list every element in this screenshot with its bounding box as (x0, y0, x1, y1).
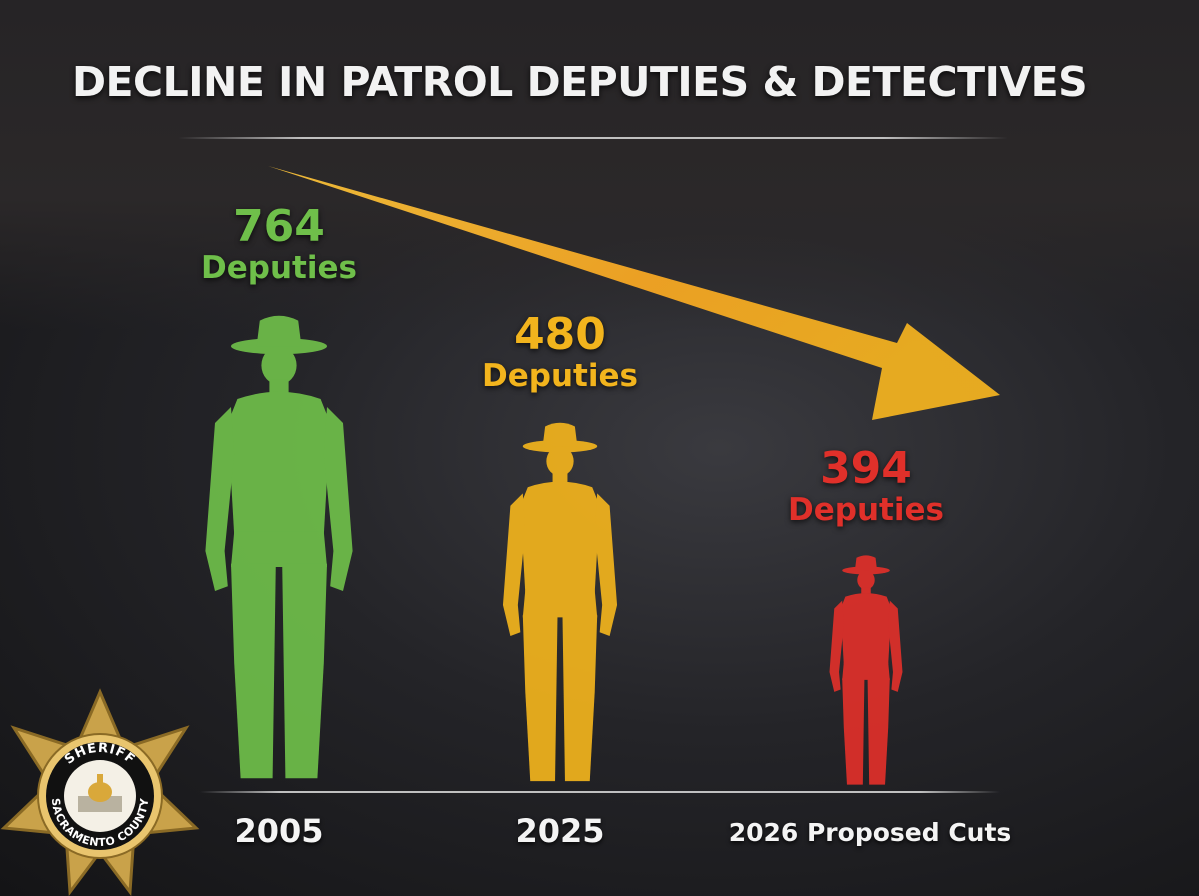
title-divider (178, 137, 1008, 139)
value-number: 480 (514, 309, 606, 360)
value-label-2025: 480 Deputies (430, 313, 690, 392)
deputy-figure-2025 (502, 422, 618, 782)
category-label-2025: 2025 (515, 812, 605, 850)
chart-title: DECLINE IN PATROL DEPUTIES & DETECTIVES (72, 58, 1088, 106)
category-label-2005: 2005 (234, 812, 324, 850)
value-unit: Deputies (482, 358, 638, 394)
value-number: 394 (820, 443, 912, 494)
value-unit: Deputies (201, 250, 357, 286)
value-label-2026: 394 Deputies (736, 447, 996, 526)
category-label-2026: 2026 Proposed Cuts (728, 818, 1012, 847)
value-number: 764 (233, 201, 325, 252)
x-axis-baseline (200, 791, 1000, 793)
deputy-figure-2005 (205, 315, 353, 779)
deputy-figure-2026 (829, 555, 903, 785)
sheriff-badge-logo: SHERIFF SACRAMENTO COUNTY (0, 688, 200, 896)
value-label-2005: 764 Deputies (149, 205, 409, 284)
value-unit: Deputies (788, 492, 944, 528)
decline-trend-arrow (268, 166, 1000, 420)
